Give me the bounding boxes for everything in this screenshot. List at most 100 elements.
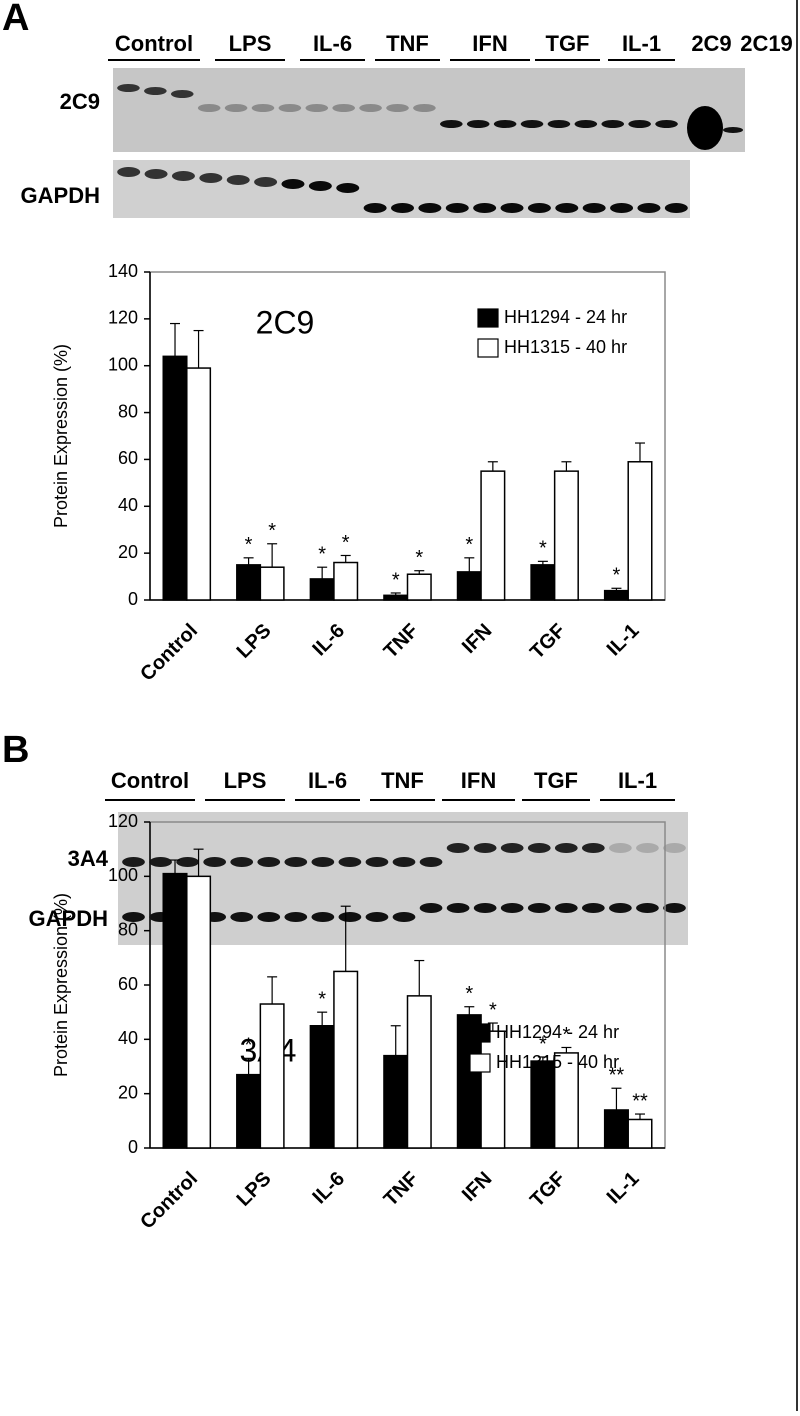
blot-band (582, 203, 606, 213)
lane-label: TGF (534, 768, 578, 793)
blot-band (144, 87, 167, 95)
lane-label: IFN (472, 31, 507, 56)
blot-band (284, 912, 308, 922)
blot-band (230, 857, 254, 867)
bar (480, 470, 506, 601)
y-tick-label: 0 (128, 1137, 138, 1157)
blot-band (527, 903, 551, 913)
blot-band (149, 857, 172, 867)
lane-label: TGF (546, 31, 590, 56)
blot-band (117, 167, 141, 177)
blot-label: 3A4 (68, 846, 109, 871)
blot-band (176, 857, 199, 867)
blot-band (554, 843, 578, 853)
blot-band (664, 203, 688, 213)
bar (480, 1030, 506, 1149)
bar (553, 470, 579, 601)
lane-label: IFN (461, 768, 496, 793)
significance-mark: * (318, 988, 326, 1010)
y-tick-label: 120 (108, 811, 138, 831)
significance-mark: * (415, 547, 423, 569)
x-tick-label: TGF (526, 1168, 570, 1212)
lane-label: TNF (381, 768, 424, 793)
blot-band (254, 177, 278, 187)
y-tick-label: 20 (118, 1082, 138, 1102)
blot-band (170, 90, 194, 98)
blot-band (493, 120, 517, 128)
legend-swatch (477, 338, 499, 358)
blot-band (230, 912, 254, 922)
lane-label: 2C9 (691, 31, 731, 56)
blot-band (446, 903, 470, 913)
bar (603, 589, 629, 601)
y-tick-label: 20 (118, 542, 138, 562)
blot-band (473, 903, 497, 913)
blot-band (308, 181, 332, 191)
lane-label: 2C19 (740, 31, 793, 56)
blot-band (663, 843, 686, 853)
bar (530, 564, 556, 601)
blot-band (687, 106, 723, 150)
y-tick-label: 0 (128, 589, 138, 609)
blot-band (581, 843, 605, 853)
lane-label: Control (115, 31, 193, 56)
bar (406, 995, 432, 1149)
blot-band (224, 104, 248, 112)
significance-mark: * (268, 520, 276, 542)
y-tick-label: 80 (118, 919, 138, 939)
blot-band (655, 120, 678, 128)
legend-swatch (469, 1023, 491, 1043)
significance-mark: * (465, 983, 473, 1005)
y-tick-label: 120 (108, 308, 138, 328)
blot-band (257, 912, 281, 922)
x-tick-label: IL-1 (603, 1168, 644, 1209)
legend-label: HH1315 - 40 hr (496, 1052, 619, 1072)
x-tick-label: Control (136, 1168, 202, 1234)
bar (627, 1118, 653, 1149)
blot-band (197, 104, 221, 112)
significance-mark: * (245, 534, 253, 556)
y-tick-label: 140 (108, 261, 138, 281)
lane-label: IL-6 (313, 31, 352, 56)
blot-band (663, 903, 686, 913)
blot-band (609, 903, 632, 913)
blot-band (419, 857, 443, 867)
blot-band (500, 843, 524, 853)
significance-mark: * (563, 1024, 571, 1046)
blot-band (363, 203, 387, 213)
blot-band (554, 903, 578, 913)
blot-band (338, 857, 362, 867)
blot-band (413, 104, 436, 112)
blot (118, 812, 688, 945)
lane-label: LPS (229, 31, 272, 56)
y-tick-label: 100 (108, 865, 138, 885)
x-tick-label: TGF (526, 620, 570, 664)
blot-label: GAPDH (21, 183, 100, 208)
blot-band (359, 104, 382, 112)
y-tick-label: 100 (108, 354, 138, 374)
lane-label: Control (111, 768, 189, 793)
significance-mark: * (465, 534, 473, 556)
legend-label: HH1294 - 24 hr (504, 307, 627, 327)
blot-band (122, 912, 145, 922)
bar (162, 872, 188, 1149)
blot-band (199, 173, 223, 183)
blot-band (628, 120, 651, 128)
x-tick-label: IL-6 (308, 620, 349, 661)
blot-band (203, 857, 227, 867)
bar (530, 1060, 556, 1149)
blot-band (520, 120, 544, 128)
blot-band (473, 203, 497, 213)
blot-band (609, 843, 632, 853)
blot-band (226, 175, 250, 185)
blot-band (311, 912, 335, 922)
blot-band (601, 120, 625, 128)
blot-band (336, 183, 360, 193)
blot-band (473, 843, 497, 853)
x-tick-label: IFN (458, 620, 496, 658)
x-tick-label: IFN (458, 1168, 496, 1206)
y-tick-label: 60 (118, 448, 138, 468)
lane-label: IL-1 (622, 31, 661, 56)
blot-label: 2C9 (60, 89, 100, 114)
bar (186, 875, 212, 1149)
